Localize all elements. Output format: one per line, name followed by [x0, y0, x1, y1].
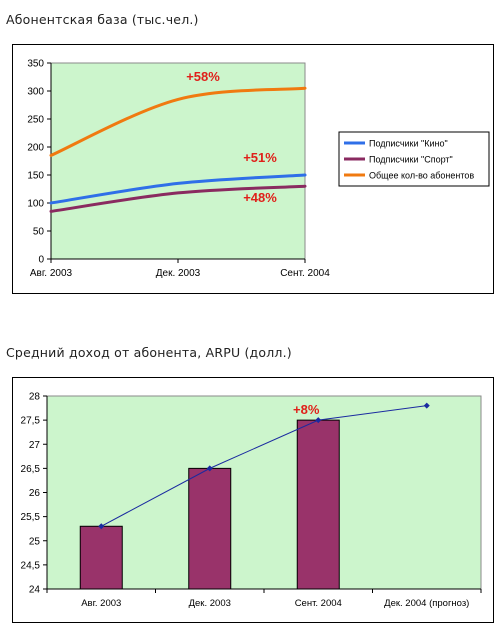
y-tick-label: 25,5 — [21, 512, 41, 523]
chart1-frame: 0 50 100 150 200 250 300 350 Авг. 2003 Дек. 2003 С… — [12, 44, 494, 294]
arpu-trend-marker — [315, 417, 322, 424]
legend-label: Подписчики "Кино" — [369, 139, 448, 149]
growth-annotation: +58% — [186, 69, 220, 84]
y-tick-label: 24 — [29, 585, 41, 596]
y-tick-label: 350 — [27, 59, 44, 70]
growth-annotation: +48% — [243, 190, 277, 205]
y-tick-label: 26 — [29, 488, 41, 499]
y-tick-label: 27 — [29, 440, 41, 451]
subscriber-base-chart: 0 50 100 150 200 250 300 350 Авг. 2003 Дек. 2003 С… — [27, 59, 490, 279]
y-tick-label: 0 — [38, 255, 44, 266]
x-tick-label: Сент. 2004 — [295, 598, 342, 609]
x-tick-label: Авг. 2003 — [81, 598, 121, 609]
chart2-frame: 24 24,5 25 25,5 26 26,5 27 27,5 28 Авг. 2003 Дек. … — [12, 377, 494, 623]
x-tick-label: Дек. 2003 — [189, 598, 231, 609]
y-tick-label: 200 — [27, 143, 44, 154]
y-tick-label: 26,5 — [21, 464, 41, 475]
arpu-trend-marker — [423, 402, 430, 409]
series-line-2 — [49, 184, 307, 213]
y-tick-label: 100 — [27, 199, 44, 210]
arpu-bar — [188, 467, 232, 590]
legend-label: Подписчики "Спорт" — [369, 155, 453, 165]
arpu-bar — [79, 525, 123, 590]
legend-label: Общее кол-во абонентов — [369, 171, 474, 181]
y-tick-label: 50 — [33, 227, 45, 238]
arpu-trend-line — [101, 405, 427, 527]
growth-annotation: +51% — [243, 150, 277, 165]
arpu-trend-marker — [206, 465, 213, 472]
series-line-3 — [49, 86, 307, 157]
x-tick-label: Дек. 2004 (прогноз) — [384, 598, 469, 609]
arpu-bar — [296, 419, 340, 590]
y-tick-label: 300 — [27, 87, 44, 98]
arpu-trend-marker — [98, 523, 105, 530]
chart1-heading: Абонентская база (тыс.чел.) — [6, 12, 199, 27]
y-tick-label: 28 — [29, 392, 41, 403]
x-tick-label: Дек. 2003 — [156, 268, 201, 279]
y-tick-label: 24,5 — [21, 560, 41, 571]
y-tick-label: 25 — [29, 536, 41, 547]
arpu-chart: 24 24,5 25 25,5 26 26,5 27 27,5 28 Авг. 2003 Дек. … — [21, 392, 482, 609]
chart2-heading: Средний доход от абонента, ARPU (долл.) — [6, 345, 292, 360]
y-tick-label: 27,5 — [21, 416, 41, 427]
x-tick-label: Сент. 2004 — [280, 268, 330, 279]
plot-area — [50, 62, 306, 260]
y-tick-label: 250 — [27, 115, 44, 126]
series-line-1 — [49, 173, 307, 205]
x-tick-label: Авг. 2003 — [30, 268, 73, 279]
growth-annotation: +8% — [293, 402, 320, 417]
y-tick-label: 150 — [27, 171, 44, 182]
